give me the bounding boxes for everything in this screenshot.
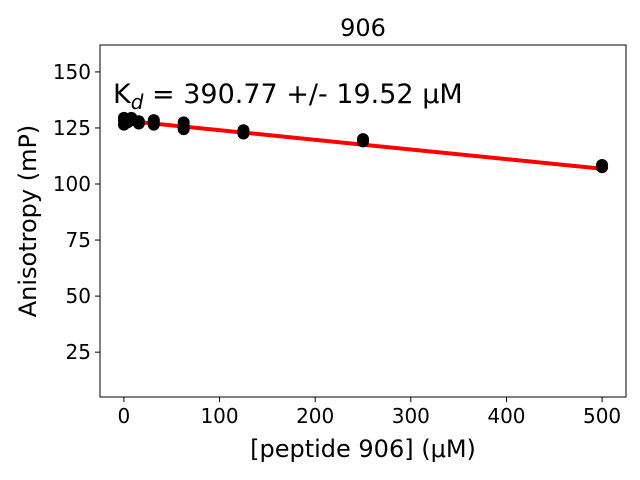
data-point <box>357 133 369 146</box>
y-tick-label: 75 <box>66 228 91 252</box>
annotation-kd-subscript: d <box>131 90 144 114</box>
x-tick-label: 500 <box>583 404 621 428</box>
chart-title: 906 <box>340 14 386 42</box>
x-axis-ticks: 0 100 200 300 400 500 <box>118 397 621 428</box>
y-tick-label: 100 <box>53 172 91 196</box>
y-tick-label: 25 <box>66 340 91 364</box>
y-tick-label: 125 <box>53 116 91 140</box>
data-point <box>237 124 250 137</box>
plot-area <box>99 44 627 398</box>
x-axis-label: [peptide 906] (μM) <box>250 435 476 463</box>
x-tick-label: 300 <box>392 404 430 428</box>
data-point <box>132 115 145 128</box>
y-axis-ticks: 25 50 75 100 125 150 <box>53 60 100 364</box>
annotation-kd-prefix: K <box>113 79 132 110</box>
data-point <box>147 114 160 127</box>
annotation-kd: Kd = 390.77 +/- 19.52 μM <box>113 79 463 114</box>
x-tick-label: 100 <box>200 404 238 428</box>
x-tick-label: 400 <box>487 404 525 428</box>
data-point <box>177 116 190 129</box>
y-tick-label: 50 <box>66 284 91 308</box>
data-points-layer <box>117 111 609 174</box>
annotation-kd-suffix: = 390.77 +/- 19.52 μM <box>143 79 462 110</box>
x-tick-label: 0 <box>118 404 131 428</box>
x-tick-label: 200 <box>296 404 334 428</box>
y-axis-label: Anisotropy (mP) <box>14 125 42 318</box>
data-point <box>596 158 609 171</box>
y-tick-label: 150 <box>53 60 91 84</box>
